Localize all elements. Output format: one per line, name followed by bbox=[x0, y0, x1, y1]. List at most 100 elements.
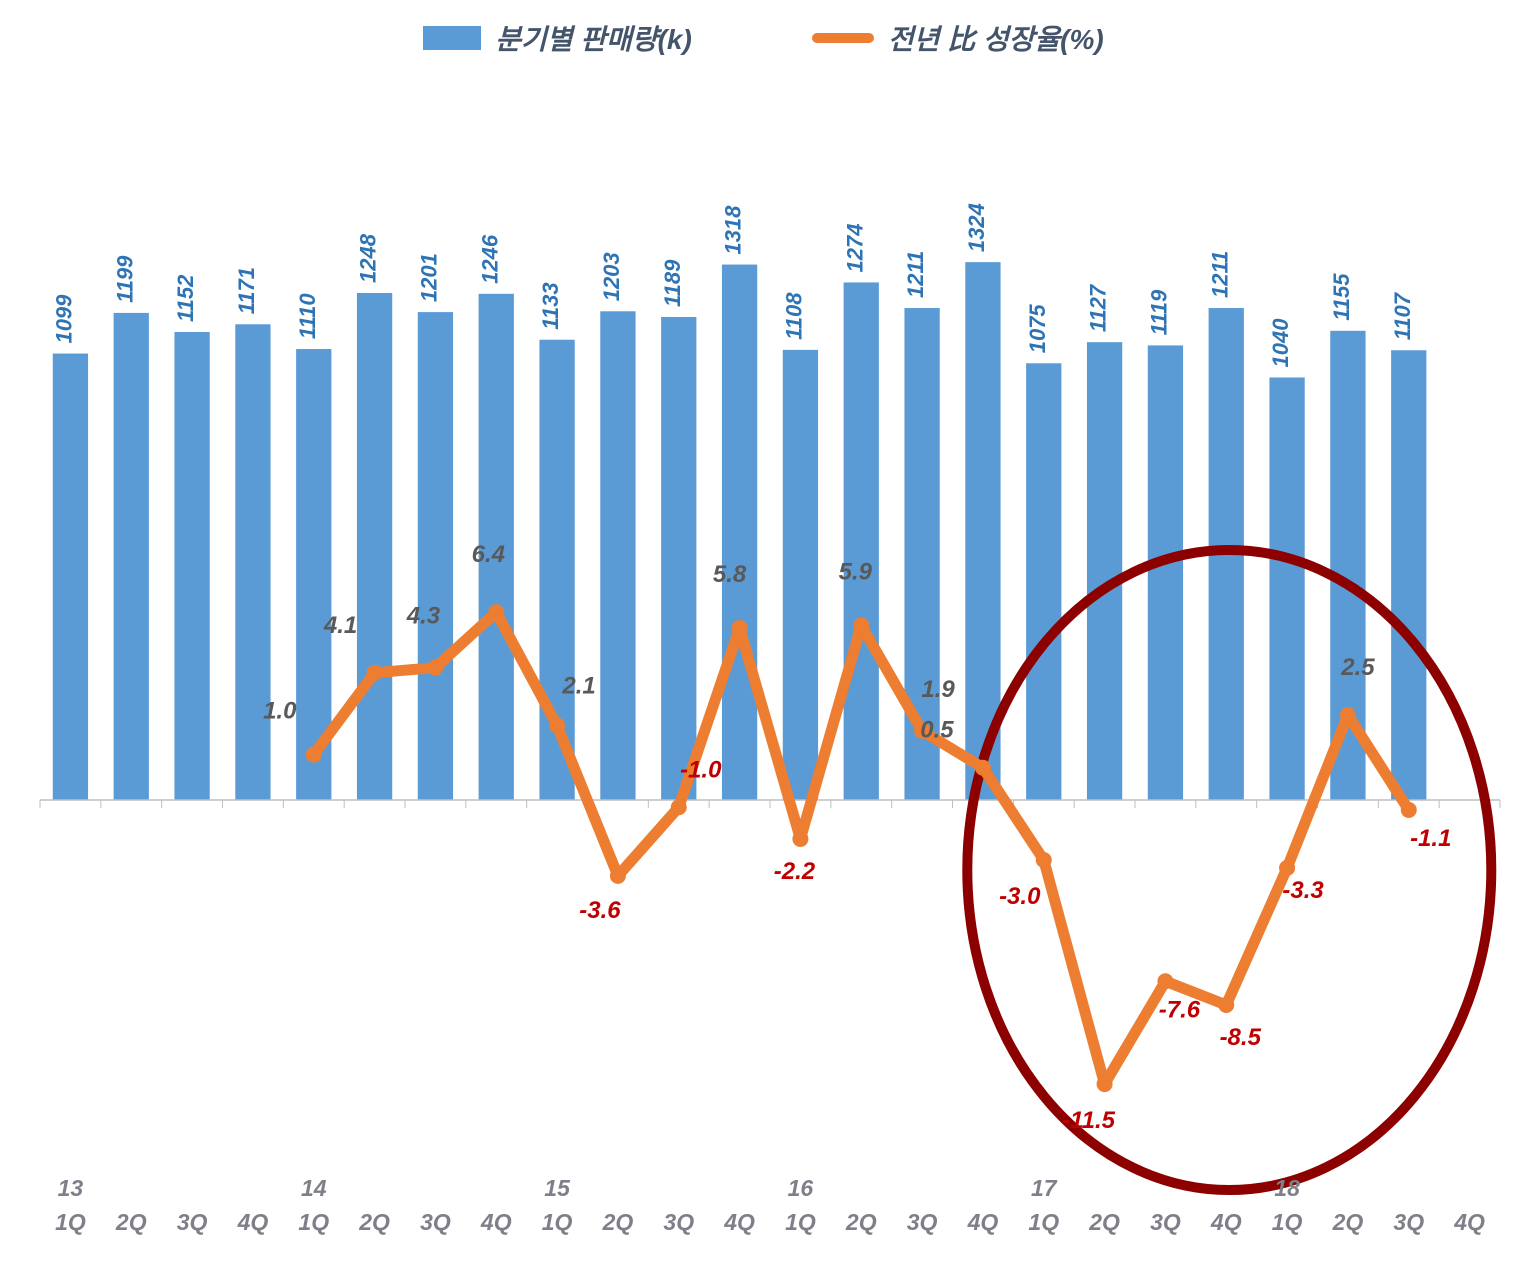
bar bbox=[1391, 350, 1426, 800]
growth-point bbox=[549, 718, 565, 734]
bar bbox=[722, 265, 757, 800]
growth-point bbox=[1340, 707, 1356, 723]
combo-chart: 1099119911521171111012481201124611331203… bbox=[0, 0, 1527, 1273]
growth-point bbox=[427, 660, 443, 676]
axis-quarter-label: 4Q bbox=[237, 1209, 269, 1235]
growth-value-label: 0.5 bbox=[920, 717, 954, 744]
bar bbox=[844, 282, 879, 800]
growth-value-label: -8.5 bbox=[1220, 1024, 1262, 1051]
axis-quarter-label: 4Q bbox=[1453, 1209, 1485, 1235]
growth-value-label: 4.3 bbox=[406, 603, 441, 630]
axis-quarter-label: 2Q bbox=[358, 1209, 390, 1235]
bar bbox=[1087, 342, 1122, 800]
axis-quarter-label: 2Q bbox=[115, 1209, 147, 1235]
bar-value-label: 1108 bbox=[781, 292, 806, 340]
axis-quarter-label: 3Q bbox=[907, 1209, 938, 1235]
axis-quarter-label: 1Q bbox=[785, 1209, 816, 1235]
axis-year-label: 14 bbox=[301, 1175, 327, 1201]
bar bbox=[1148, 345, 1183, 800]
axis-quarter-label: 2Q bbox=[845, 1209, 877, 1235]
bar-value-label: 1248 bbox=[356, 233, 381, 283]
axis-year-label: 17 bbox=[1031, 1175, 1058, 1201]
bar-value-label: 1274 bbox=[842, 223, 867, 272]
axis-quarter-label: 1Q bbox=[1272, 1209, 1303, 1235]
axis-quarter-label: 4Q bbox=[967, 1209, 999, 1235]
growth-value-label: 5.9 bbox=[839, 558, 873, 585]
growth-point bbox=[671, 799, 687, 815]
growth-value-label: 5.8 bbox=[713, 561, 747, 588]
bar bbox=[1026, 363, 1061, 800]
bar bbox=[174, 332, 209, 800]
bar bbox=[783, 350, 818, 800]
growth-point bbox=[1097, 1076, 1113, 1092]
bar-value-label: 1199 bbox=[112, 255, 137, 303]
growth-point bbox=[853, 617, 869, 633]
axis-quarter-label: 3Q bbox=[663, 1209, 694, 1235]
axis-quarter-label: 1Q bbox=[542, 1209, 573, 1235]
bar-value-label: 1040 bbox=[1268, 318, 1293, 368]
bar-value-label: 1155 bbox=[1329, 273, 1354, 321]
bar-value-label: 1189 bbox=[660, 259, 685, 307]
bar-value-label: 1107 bbox=[1390, 291, 1415, 340]
growth-value-label: -3.3 bbox=[1282, 877, 1324, 904]
bar-value-label: 1171 bbox=[234, 267, 259, 314]
growth-value-label: 2.1 bbox=[561, 673, 595, 700]
bar-value-label: 1075 bbox=[1025, 304, 1050, 354]
axis-quarter-label: 4Q bbox=[480, 1209, 512, 1235]
axis-quarter-label: 4Q bbox=[1210, 1209, 1242, 1235]
growth-point bbox=[367, 665, 383, 681]
bar-value-label: 1203 bbox=[599, 252, 624, 301]
legend-swatch-line bbox=[812, 33, 874, 43]
growth-point bbox=[1218, 997, 1234, 1013]
growth-point bbox=[975, 760, 991, 776]
bar bbox=[53, 354, 88, 800]
bar bbox=[357, 293, 392, 800]
axis-year-label: 15 bbox=[544, 1175, 571, 1201]
axis-quarter-label: 2Q bbox=[602, 1209, 634, 1235]
bar-value-label: 1119 bbox=[1146, 289, 1171, 335]
legend-label-bars: 분기별 판매량(k) bbox=[495, 18, 692, 58]
bar-value-label: 1127 bbox=[1086, 283, 1111, 332]
bar-value-label: 1133 bbox=[538, 282, 563, 329]
bar-value-label: 1201 bbox=[416, 253, 441, 302]
growth-point bbox=[1401, 802, 1417, 818]
growth-point bbox=[792, 831, 808, 847]
growth-point bbox=[1036, 852, 1052, 868]
growth-value-label: 2.5 bbox=[1340, 654, 1375, 681]
bar-value-label: 1110 bbox=[295, 293, 320, 339]
bar bbox=[1269, 378, 1304, 801]
bar-value-label: 1324 bbox=[964, 203, 989, 252]
growth-value-label: -2.2 bbox=[774, 858, 816, 885]
growth-point bbox=[732, 620, 748, 636]
legend-swatch-bar bbox=[423, 26, 481, 50]
axis-quarter-label: 3Q bbox=[177, 1209, 208, 1235]
axis-quarter-label: 3Q bbox=[1393, 1209, 1424, 1235]
chart-legend: 분기별 판매량(k) 전년 比 성장율(%) bbox=[0, 18, 1527, 58]
axis-year-label: 16 bbox=[788, 1175, 814, 1201]
legend-item-bars: 분기별 판매량(k) bbox=[423, 18, 692, 58]
bar-value-label: 1318 bbox=[721, 205, 746, 255]
bar bbox=[661, 317, 696, 800]
growth-point bbox=[610, 868, 626, 884]
axis-quarter-label: 3Q bbox=[1150, 1209, 1181, 1235]
growth-value-label: 4.1 bbox=[323, 612, 357, 639]
growth-value-label: 6.4 bbox=[472, 541, 505, 568]
axis-quarter-label: 2Q bbox=[1332, 1209, 1364, 1235]
bar-value-label: 1211 bbox=[1207, 251, 1232, 298]
bar-value-label: 1246 bbox=[477, 234, 502, 284]
growth-value-label: 1.9 bbox=[921, 676, 955, 703]
axis-year-label: 13 bbox=[58, 1175, 84, 1201]
bar bbox=[418, 312, 453, 800]
legend-item-line: 전년 比 성장율(%) bbox=[812, 18, 1104, 58]
bar bbox=[114, 313, 149, 800]
growth-point bbox=[1157, 973, 1173, 989]
growth-value-label: 1.0 bbox=[263, 698, 297, 725]
growth-value-label: -1.0 bbox=[680, 756, 722, 783]
legend-label-line: 전년 比 성장율(%) bbox=[888, 18, 1104, 58]
growth-point bbox=[306, 747, 322, 763]
bar bbox=[235, 324, 270, 800]
axis-quarter-label: 4Q bbox=[723, 1209, 755, 1235]
axis-year-label: 18 bbox=[1274, 1175, 1300, 1201]
growth-point bbox=[488, 604, 504, 620]
bar-value-label: 1211 bbox=[903, 251, 928, 298]
